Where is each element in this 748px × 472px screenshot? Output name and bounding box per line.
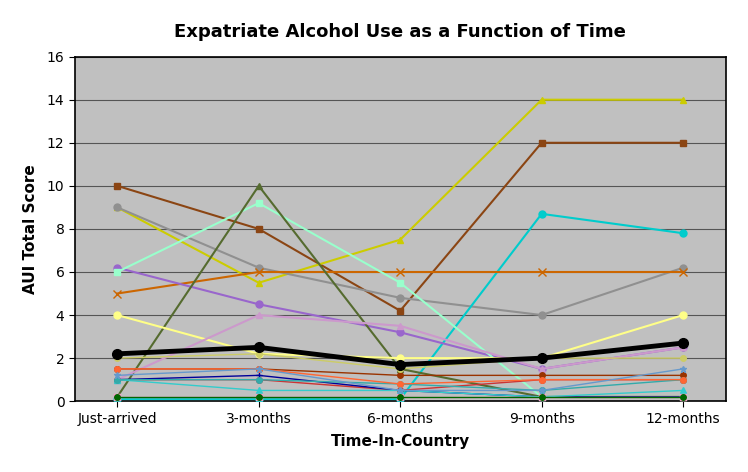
Y-axis label: AUI Total Score: AUI Total Score <box>23 164 38 294</box>
X-axis label: Time-In-Country: Time-In-Country <box>331 434 470 449</box>
Title: Expatriate Alcohol Use as a Function of Time: Expatriate Alcohol Use as a Function of … <box>174 23 626 41</box>
